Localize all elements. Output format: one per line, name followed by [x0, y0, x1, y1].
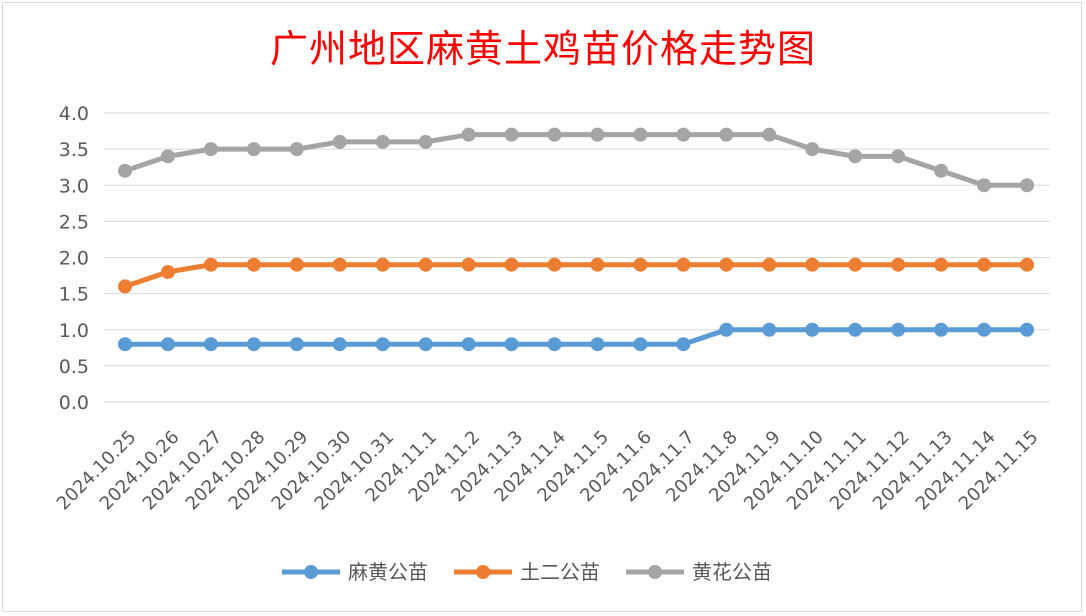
- data-point: [676, 337, 691, 352]
- data-point: [977, 178, 992, 193]
- y-axis-ticks: 0.0 0.5 1.0 1.5 2.0 2.5 3.0 3.5 4.0: [59, 103, 89, 414]
- data-point: [805, 142, 820, 157]
- legend-label: 黄花公苗: [692, 560, 772, 584]
- x-axis-ticks: 2024.10.252024.10.262024.10.272024.10.28…: [53, 427, 1043, 515]
- data-point: [375, 257, 390, 272]
- chart-title: 广州地区麻黄土鸡苗价格走势图: [269, 27, 816, 71]
- data-point: [719, 127, 734, 142]
- legend-swatch-marker: [648, 565, 662, 579]
- series-line: [122, 327, 1030, 347]
- data-point: [590, 337, 605, 352]
- data-point: [246, 337, 261, 352]
- series-line: [122, 132, 1030, 188]
- legend-item: 麻黄公苗: [282, 560, 428, 584]
- data-point: [848, 149, 863, 164]
- data-point: [848, 322, 863, 337]
- y-tick-label: 2.5: [59, 211, 89, 233]
- data-point: [289, 142, 304, 157]
- data-point: [375, 337, 390, 352]
- data-point: [246, 257, 261, 272]
- legend-swatch-marker: [304, 565, 318, 579]
- data-point: [1020, 257, 1034, 272]
- data-point: [461, 257, 476, 272]
- series-土二公苗: [118, 257, 1034, 294]
- data-point: [418, 257, 433, 272]
- data-point: [461, 337, 476, 352]
- data-point: [719, 322, 734, 337]
- legend-item: 黄花公苗: [626, 560, 772, 584]
- series-麻黄公苗: [118, 322, 1034, 352]
- data-point: [547, 257, 562, 272]
- data-point: [332, 257, 347, 272]
- data-point: [1020, 322, 1034, 337]
- data-point: [160, 337, 175, 352]
- y-tick-label: 1.0: [59, 320, 89, 342]
- data-point: [762, 127, 777, 142]
- data-point: [418, 134, 433, 149]
- data-point: [934, 257, 949, 272]
- legend: 麻黄公苗 土二公苗 黄花公苗: [282, 560, 772, 584]
- data-point: [547, 337, 562, 352]
- data-point: [805, 322, 820, 337]
- legend-label: 土二公苗: [520, 560, 600, 584]
- data-point: [504, 337, 519, 352]
- data-point: [160, 264, 175, 279]
- data-point: [246, 142, 261, 157]
- data-point: [762, 257, 777, 272]
- data-point: [934, 163, 949, 178]
- data-point: [848, 257, 863, 272]
- y-tick-label: 0.0: [59, 392, 89, 414]
- data-point: [891, 322, 906, 337]
- data-point: [418, 337, 433, 352]
- data-point: [160, 149, 175, 164]
- data-point: [118, 279, 132, 294]
- data-point: [332, 134, 347, 149]
- legend-label: 麻黄公苗: [348, 560, 428, 584]
- data-point: [547, 127, 562, 142]
- data-point: [375, 134, 390, 149]
- data-point: [891, 149, 906, 164]
- y-tick-label: 3.0: [59, 175, 89, 197]
- series-黄花公苗: [118, 127, 1034, 193]
- data-point: [504, 127, 519, 142]
- data-point: [762, 322, 777, 337]
- data-point: [977, 257, 992, 272]
- y-tick-label: 2.0: [59, 248, 89, 270]
- data-point: [504, 257, 519, 272]
- data-point: [118, 163, 132, 178]
- data-point: [676, 257, 691, 272]
- data-point: [118, 337, 132, 352]
- data-point: [203, 142, 218, 157]
- data-point: [805, 257, 820, 272]
- data-point: [676, 127, 691, 142]
- data-point: [633, 127, 648, 142]
- series-lines: [118, 127, 1034, 352]
- data-point: [891, 257, 906, 272]
- series-line: [122, 262, 1030, 289]
- legend-swatch-marker: [476, 565, 490, 579]
- data-point: [1020, 178, 1034, 193]
- y-tick-label: 0.5: [59, 356, 89, 378]
- data-point: [633, 337, 648, 352]
- data-point: [934, 322, 949, 337]
- data-point: [719, 257, 734, 272]
- data-point: [461, 127, 476, 142]
- data-point: [332, 337, 347, 352]
- y-tick-label: 4.0: [59, 103, 89, 125]
- legend-item: 土二公苗: [454, 560, 600, 584]
- gridlines: [104, 112, 1050, 403]
- data-point: [590, 257, 605, 272]
- data-point: [977, 322, 992, 337]
- data-point: [289, 257, 304, 272]
- y-tick-label: 1.5: [59, 284, 89, 306]
- data-point: [289, 337, 304, 352]
- y-tick-label: 3.5: [59, 139, 89, 161]
- data-point: [590, 127, 605, 142]
- data-point: [203, 337, 218, 352]
- data-point: [633, 257, 648, 272]
- data-point: [203, 257, 218, 272]
